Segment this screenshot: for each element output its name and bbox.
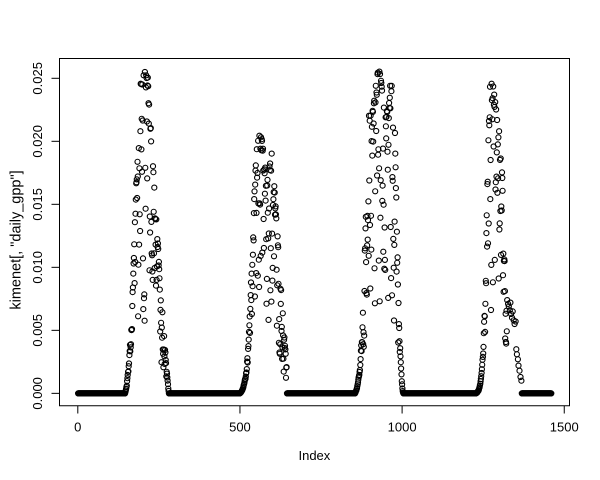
svg-text:0.020: 0.020 (30, 125, 45, 158)
svg-text:1500: 1500 (550, 420, 579, 435)
svg-text:0: 0 (74, 420, 81, 435)
svg-text:1000: 1000 (388, 420, 417, 435)
svg-text:0.025: 0.025 (30, 62, 45, 95)
svg-text:kimenet[, "daily_gpp"]: kimenet[, "daily_gpp"] (8, 170, 24, 309)
svg-text:Index: Index (298, 448, 330, 463)
svg-text:0.005: 0.005 (30, 314, 45, 347)
svg-text:0.000: 0.000 (30, 377, 45, 410)
svg-text:500: 500 (229, 420, 251, 435)
svg-text:0.010: 0.010 (30, 251, 45, 284)
svg-text:0.015: 0.015 (30, 188, 45, 221)
